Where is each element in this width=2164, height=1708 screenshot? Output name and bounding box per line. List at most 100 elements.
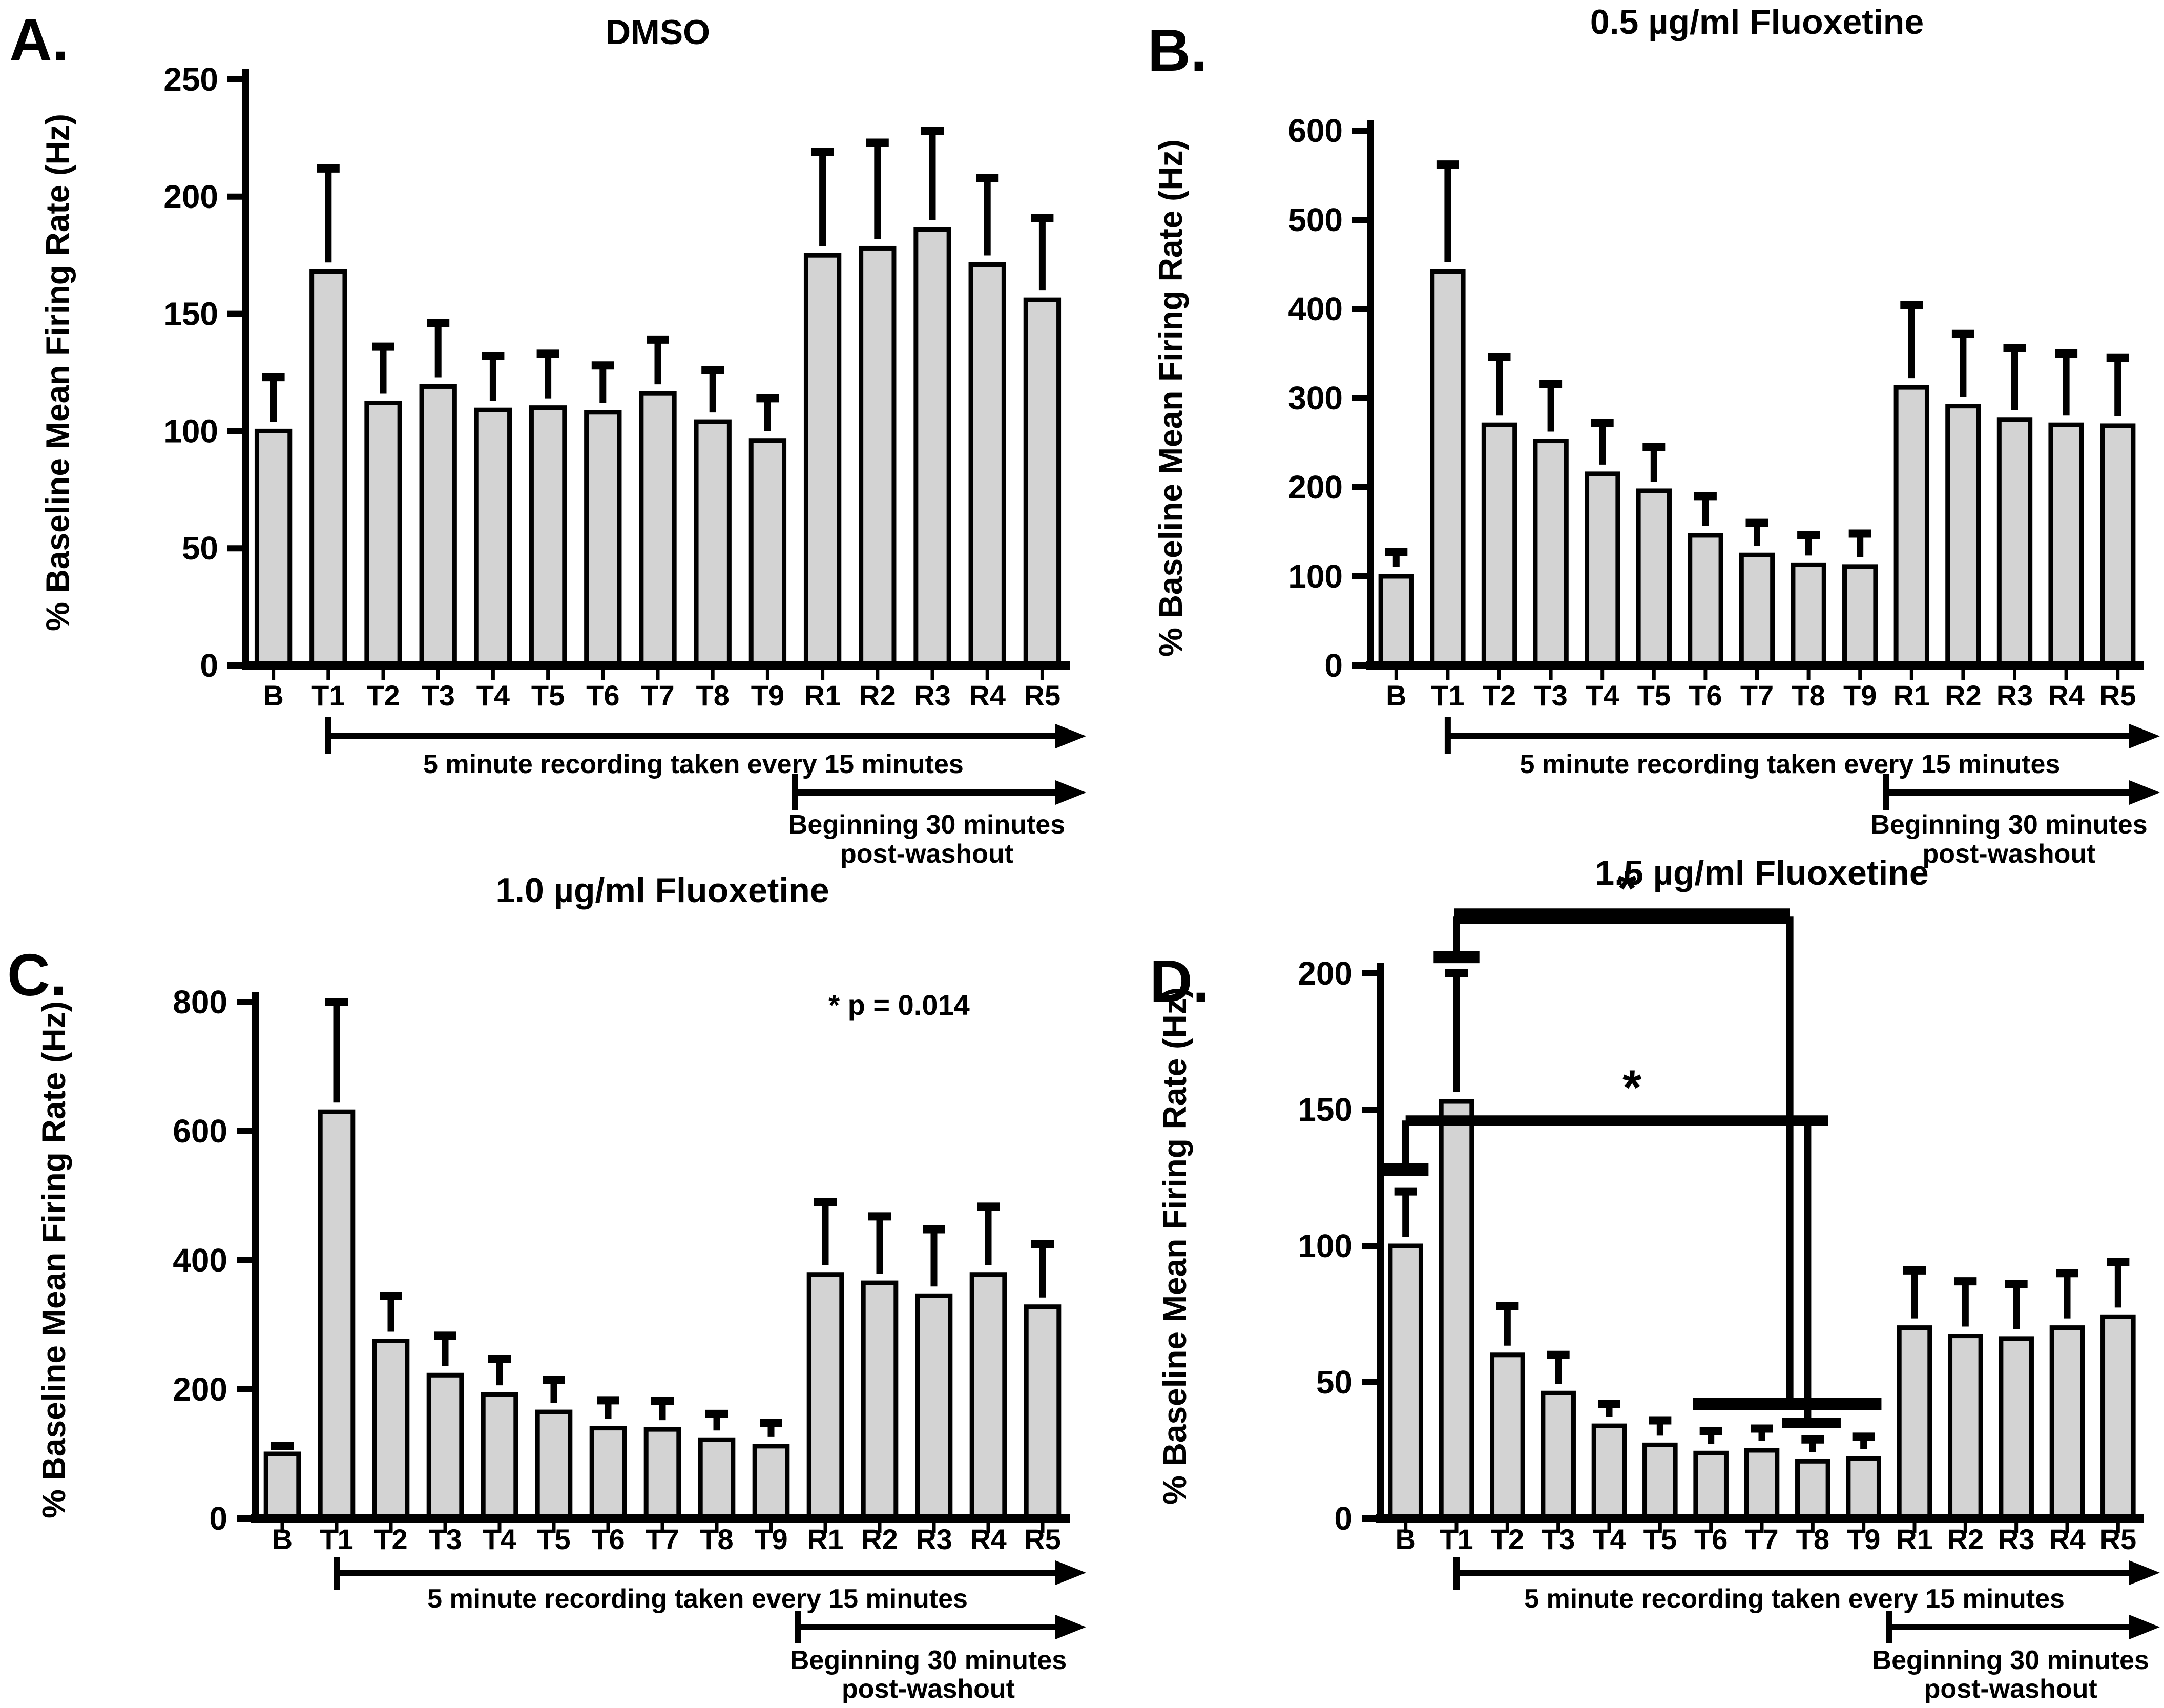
panel-d-letter: D. [1150, 948, 1209, 1014]
panel-b-bar-chart: 0 100 200 300 400 500 600 B T1 T2 T3 T4 T5 T6 T7 T8 T9 R1… [1288, 112, 2160, 869]
svg-text:post-washout: post-washout [840, 839, 1013, 869]
panel-a: A. DMSO % Baseline Mean Firing Rate (Hz)… [0, 0, 1086, 869]
svg-text:0: 0 [209, 1500, 227, 1537]
panel-d: D. 1.5 µg/ml Fluoxetine % Baseline Mean … [1082, 854, 2164, 1708]
svg-text:600: 600 [173, 1113, 227, 1150]
panel-d-title: 1.5 µg/ml Fluoxetine [1595, 853, 1929, 892]
svg-text:T2: T2 [1491, 1523, 1524, 1555]
svg-text:R5: R5 [1024, 679, 1061, 712]
svg-text:300: 300 [1288, 380, 1343, 416]
svg-text:post-washout: post-washout [1923, 839, 2096, 869]
svg-text:T5: T5 [1637, 679, 1671, 712]
svg-text:R4: R4 [2048, 679, 2085, 712]
panel-b: B. 0.5 µg/ml Fluoxetine % Baseline Mean … [1082, 0, 2164, 869]
svg-text:150: 150 [163, 296, 218, 332]
svg-text:T7: T7 [646, 1523, 679, 1555]
panel-a-title: DMSO [606, 13, 710, 52]
svg-text:R1: R1 [1894, 679, 1930, 712]
svg-text:400: 400 [1288, 290, 1343, 327]
svg-text:100: 100 [1288, 558, 1343, 595]
svg-text:T9: T9 [1843, 679, 1877, 712]
svg-text:*: * [1622, 1060, 1642, 1115]
svg-text:500: 500 [1288, 201, 1343, 238]
svg-text:R5: R5 [1024, 1523, 1061, 1555]
svg-text:250: 250 [163, 61, 218, 98]
svg-text:Beginning 30 minutes: Beginning 30 minutes [1872, 1645, 2149, 1675]
svg-text:T7: T7 [641, 679, 674, 712]
svg-text:0: 0 [1324, 647, 1343, 684]
svg-text:B: B [272, 1523, 293, 1555]
svg-text:T6: T6 [1689, 679, 1722, 712]
svg-text:T3: T3 [1542, 1523, 1575, 1555]
svg-text:T7: T7 [1740, 679, 1774, 712]
svg-text:5 minute recording taken every: 5 minute recording taken every 15 minute… [1524, 1584, 2065, 1614]
svg-text:R3: R3 [1996, 679, 2033, 712]
panel-d-bar-chart: 0 50 100 150 200 B T1 T2 T3 T4 T5 T6 T7 T8 T9 R1 R2 R3 R4 R… [1298, 861, 2160, 1704]
svg-text:200: 200 [163, 178, 218, 215]
svg-text:5 minute recording taken every: 5 minute recording taken every 15 minute… [427, 1584, 968, 1614]
svg-text:R4: R4 [970, 1523, 1007, 1555]
svg-text:B: B [1386, 679, 1406, 712]
svg-text:R1: R1 [1896, 1523, 1933, 1555]
svg-text:T2: T2 [1483, 679, 1516, 712]
svg-text:T6: T6 [1694, 1523, 1728, 1555]
svg-text:5 minute recording taken every: 5 minute recording taken every 15 minute… [423, 749, 964, 779]
panel-b-letter: B. [1148, 17, 1207, 84]
svg-text:150: 150 [1298, 1091, 1352, 1128]
svg-text:T4: T4 [1586, 679, 1619, 712]
svg-text:T1: T1 [311, 679, 345, 712]
svg-text:T6: T6 [586, 679, 619, 712]
svg-text:R3: R3 [1998, 1523, 2035, 1555]
svg-text:R4: R4 [2049, 1523, 2086, 1555]
svg-text:post-washout: post-washout [1924, 1674, 2097, 1704]
panel-c-bar-chart: 0 200 400 600 800 B T1 T2 T3 T4 T5 T6 T7 T8 T9 R1 R2 R3 R4… [173, 984, 1086, 1704]
svg-text:T9: T9 [751, 679, 784, 712]
svg-text:R2: R2 [1945, 679, 1982, 712]
svg-text:R5: R5 [2099, 679, 2136, 712]
panel-c-title: 1.0 µg/ml Fluoxetine [495, 871, 829, 910]
svg-text:600: 600 [1288, 112, 1343, 149]
svg-text:100: 100 [1298, 1227, 1352, 1264]
svg-text:T5: T5 [1643, 1523, 1677, 1555]
svg-text:50: 50 [182, 530, 218, 567]
svg-text:R2: R2 [859, 679, 896, 712]
svg-text:200: 200 [1298, 955, 1352, 992]
svg-text:*: * [1617, 861, 1637, 916]
svg-text:0: 0 [200, 647, 218, 684]
svg-text:T1: T1 [1431, 679, 1464, 712]
svg-text:R2: R2 [1947, 1523, 1984, 1555]
svg-text:B: B [1395, 1523, 1416, 1555]
svg-text:T6: T6 [591, 1523, 625, 1555]
svg-text:R3: R3 [915, 1523, 952, 1555]
svg-text:100: 100 [163, 412, 218, 449]
svg-text:Beginning 30 minutes: Beginning 30 minutes [1870, 810, 2147, 840]
svg-text:5 minute recording taken every: 5 minute recording taken every 15 minute… [1520, 749, 2061, 779]
svg-text:800: 800 [173, 984, 227, 1020]
svg-text:Beginning 30 minutes: Beginning 30 minutes [788, 810, 1065, 840]
svg-text:T8: T8 [1796, 1523, 1829, 1555]
svg-text:T9: T9 [754, 1523, 787, 1555]
svg-text:Beginning 30 minutes: Beginning 30 minutes [790, 1645, 1067, 1675]
panel-a-bar-chart: 0 50 100 150 200 250 B T1 T2 T3 T4 T5 T6 T7 T8 T9 R1 R2 R3… [163, 61, 1086, 869]
svg-text:200: 200 [1288, 469, 1343, 506]
svg-text:R3: R3 [914, 679, 951, 712]
svg-text:T3: T3 [1534, 679, 1567, 712]
svg-text:B: B [263, 679, 283, 712]
panel-c-pvalue-note: * p = 0.014 [828, 989, 970, 1021]
svg-text:T4: T4 [483, 1523, 516, 1555]
svg-text:T8: T8 [1792, 679, 1825, 712]
panel-c-letter: C. [7, 942, 67, 1008]
svg-text:T3: T3 [428, 1523, 462, 1555]
svg-text:T3: T3 [422, 679, 455, 712]
svg-text:T1: T1 [320, 1523, 353, 1555]
svg-text:R2: R2 [861, 1523, 898, 1555]
svg-text:T4: T4 [476, 679, 510, 712]
svg-text:T8: T8 [700, 1523, 733, 1555]
svg-text:R4: R4 [969, 679, 1006, 712]
svg-text:R1: R1 [804, 679, 841, 712]
svg-text:T2: T2 [374, 1523, 407, 1555]
panel-b-title: 0.5 µg/ml Fluoxetine [1590, 3, 1924, 41]
svg-text:400: 400 [173, 1242, 227, 1279]
svg-text:post-washout: post-washout [842, 1674, 1015, 1704]
